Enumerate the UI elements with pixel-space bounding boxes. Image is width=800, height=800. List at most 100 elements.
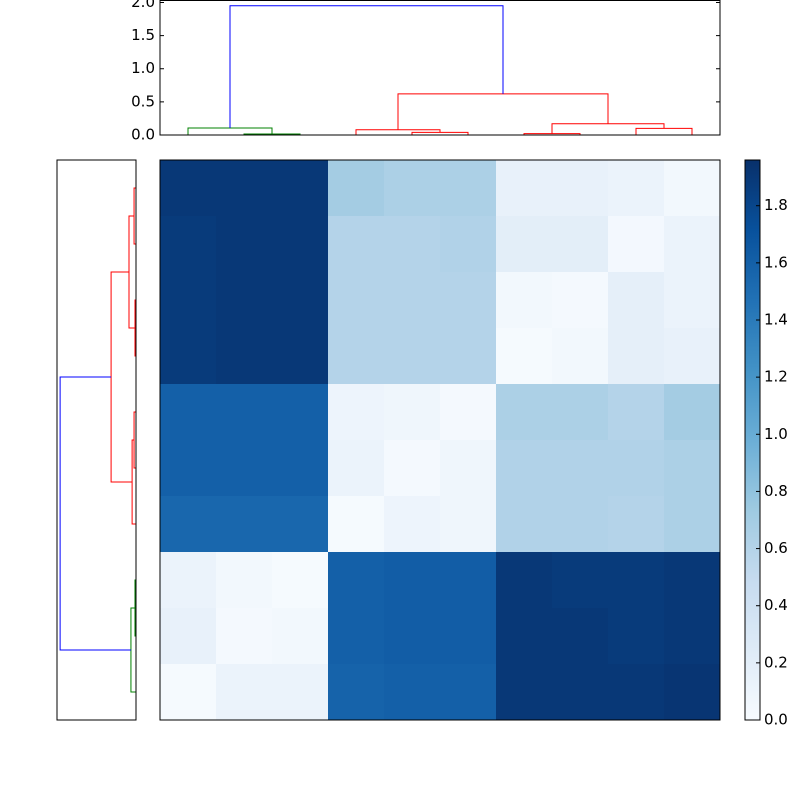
- colorbar-tick-label: 1.6: [764, 253, 788, 271]
- heatmap-cell: [384, 552, 441, 609]
- heatmap-cell: [664, 608, 721, 665]
- colorbar-tick-label: 0.2: [764, 653, 788, 671]
- heatmap-cell: [272, 608, 329, 665]
- heatmap-cell: [384, 440, 441, 497]
- dendrogram-link: [635, 127, 693, 135]
- heatmap-cell: [608, 496, 665, 553]
- heatmap-cell: [664, 328, 721, 385]
- heatmap-cell: [608, 272, 665, 329]
- heatmap-cell: [216, 328, 273, 385]
- heatmap-cell: [608, 440, 665, 497]
- heatmap-cell: [272, 216, 329, 273]
- heatmap-cell: [496, 608, 553, 665]
- colorbar-tick-label: 0.6: [764, 539, 788, 557]
- heatmap-cell: [160, 160, 217, 217]
- dendrogram-link: [397, 93, 609, 130]
- heatmap-cell: [384, 664, 441, 721]
- axes-frame: [56, 159, 137, 721]
- heatmap-cell: [552, 384, 609, 441]
- heatmap-cell: [608, 160, 665, 217]
- colorbar-tick-label: 1.2: [764, 368, 788, 386]
- heatmap-cell: [664, 664, 721, 721]
- heatmap-cell: [608, 384, 665, 441]
- heatmap-cell: [440, 384, 497, 441]
- heatmap-cell: [608, 552, 665, 609]
- heatmap-cell: [496, 440, 553, 497]
- heatmap-cell: [328, 608, 385, 665]
- heatmap-cell: [664, 160, 721, 217]
- heatmap-cell: [664, 272, 721, 329]
- heatmap-cell: [552, 496, 609, 553]
- heatmap-cell: [440, 664, 497, 721]
- heatmap-cell: [272, 384, 329, 441]
- heatmap-cell: [328, 496, 385, 553]
- heatmap-cell: [384, 216, 441, 273]
- heatmap-cell: [440, 272, 497, 329]
- heatmap-cell: [160, 272, 217, 329]
- heatmap-cell: [272, 328, 329, 385]
- heatmap-cell: [216, 272, 273, 329]
- colorbar-tick-label: 0.8: [764, 482, 788, 500]
- heatmap-cell: [440, 608, 497, 665]
- heatmap-cell: [272, 552, 329, 609]
- heatmap-cell: [328, 272, 385, 329]
- heatmap-cell: [216, 552, 273, 609]
- heatmap-cell: [664, 384, 721, 441]
- y-tick-label: 1.0: [131, 59, 155, 77]
- heatmap-cell: [328, 328, 385, 385]
- heatmap-cell: [440, 216, 497, 273]
- heatmap-cell: [552, 664, 609, 721]
- heatmap-cell: [216, 440, 273, 497]
- heatmap-cell: [272, 160, 329, 217]
- heatmap-cell: [384, 272, 441, 329]
- heatmap-cell: [160, 552, 217, 609]
- heatmap-cell: [552, 160, 609, 217]
- heatmap-cell: [216, 496, 273, 553]
- heatmap-cell: [552, 272, 609, 329]
- heatmap-cell: [328, 160, 385, 217]
- heatmap-cell: [384, 496, 441, 553]
- heatmap-cell: [496, 272, 553, 329]
- heatmap-cell: [216, 160, 273, 217]
- heatmap-cell: [272, 664, 329, 721]
- heatmap-cell: [328, 664, 385, 721]
- heatmap-cell: [496, 160, 553, 217]
- heatmap-cell: [552, 552, 609, 609]
- heatmap-cell: [160, 496, 217, 553]
- colorbar-tick-label: 0.4: [764, 596, 788, 614]
- heatmap-cell: [272, 496, 329, 553]
- colorbar-tick-label: 1.8: [764, 196, 788, 214]
- heatmap-cell: [440, 328, 497, 385]
- heatmap-cell: [160, 384, 217, 441]
- heatmap-cell: [664, 216, 721, 273]
- heatmap-cell: [384, 384, 441, 441]
- heatmap-cell: [496, 552, 553, 609]
- dendrogram-link: [229, 5, 504, 128]
- heatmap-cell: [440, 552, 497, 609]
- colorbar-tick-label: 1.0: [764, 425, 788, 443]
- heatmap-cell: [216, 216, 273, 273]
- y-tick-label: 2.0: [131, 0, 155, 11]
- heatmap-cell: [160, 664, 217, 721]
- colorbar: [745, 160, 760, 720]
- colorbar-tick-label: 1.4: [764, 311, 788, 329]
- heatmap-cell: [160, 216, 217, 273]
- heatmap-cell: [552, 608, 609, 665]
- heatmap-cell: [440, 160, 497, 217]
- heatmap-cell: [552, 216, 609, 273]
- heatmap-cell: [272, 272, 329, 329]
- heatmap-cell: [328, 384, 385, 441]
- heatmap-cell: [496, 384, 553, 441]
- colorbar-tick-label: 0.0: [764, 711, 788, 729]
- heatmap-cell: [496, 216, 553, 273]
- heatmap-cell: [216, 608, 273, 665]
- heatmap-cell: [384, 160, 441, 217]
- heatmap-cell: [664, 440, 721, 497]
- heatmap-cell: [664, 496, 721, 553]
- heatmap-cell: [440, 440, 497, 497]
- axes-frame: [159, 0, 721, 136]
- heatmap-cell: [272, 440, 329, 497]
- heatmap-cell: [496, 496, 553, 553]
